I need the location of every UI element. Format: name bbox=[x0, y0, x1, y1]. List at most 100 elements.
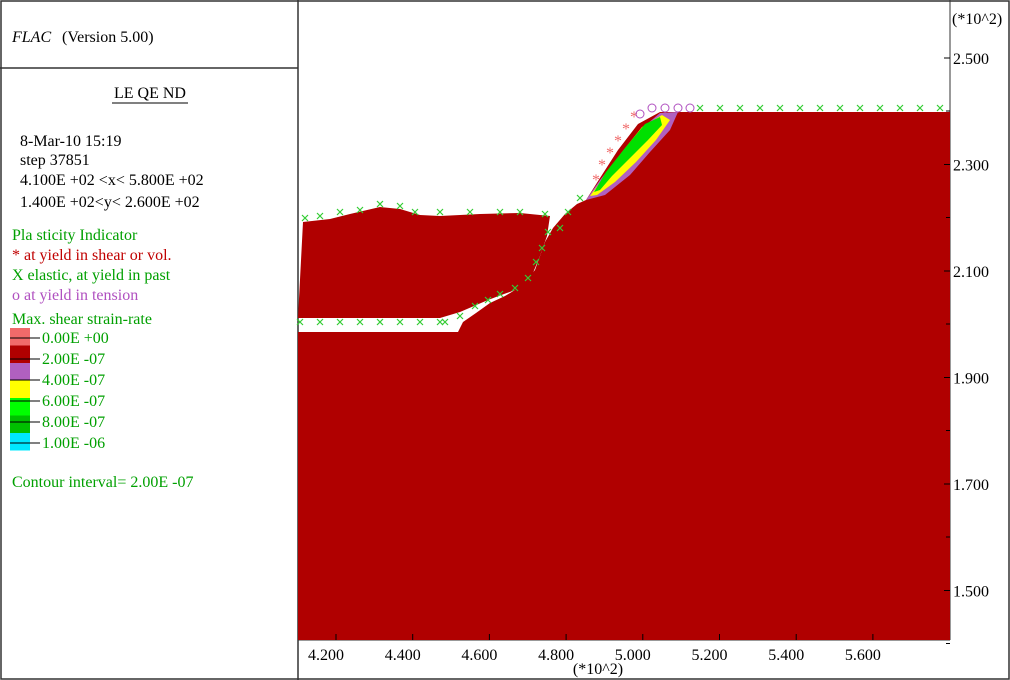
shear-marker: * bbox=[630, 109, 638, 126]
elastic-marker bbox=[336, 318, 344, 326]
plasticity-item: X elastic, at yield in past bbox=[12, 267, 171, 284]
elastic-marker bbox=[396, 318, 404, 326]
elastic-marker bbox=[411, 208, 419, 216]
date: 8-Mar-10 15:19 bbox=[20, 133, 121, 150]
tension-marker bbox=[660, 103, 670, 113]
level-label: 0.00E +00 bbox=[42, 330, 109, 347]
elastic-marker bbox=[876, 104, 884, 112]
lower-body bbox=[298, 112, 950, 640]
model-body bbox=[298, 112, 950, 640]
y-tick-label: 2.500 bbox=[953, 51, 989, 68]
swatch bbox=[10, 380, 30, 398]
yield-markers: ****** bbox=[296, 103, 944, 326]
shear-marker: * bbox=[614, 133, 622, 150]
legend-swatches: 0.00E +00 2.00E -07 4.00E -07 6.00E -07 8.00… bbox=[10, 328, 109, 452]
elastic-marker bbox=[516, 208, 524, 216]
elastic-marker bbox=[316, 212, 324, 220]
elastic-marker bbox=[301, 214, 309, 222]
elastic-marker bbox=[436, 208, 444, 216]
elastic-marker bbox=[484, 296, 492, 304]
elastic-marker bbox=[511, 284, 519, 292]
swatch bbox=[10, 398, 30, 416]
elastic-marker bbox=[696, 104, 704, 112]
elastic-marker bbox=[436, 318, 444, 326]
elastic-marker bbox=[716, 104, 724, 112]
elastic-marker bbox=[576, 194, 584, 202]
elastic-marker bbox=[471, 302, 479, 310]
y-tick-label: 1.500 bbox=[953, 584, 989, 601]
x-tick-label: 5.200 bbox=[692, 647, 728, 664]
elastic-marker bbox=[736, 104, 744, 112]
elastic-marker bbox=[856, 104, 864, 112]
tension-marker bbox=[647, 103, 657, 113]
shear-marker: * bbox=[598, 157, 606, 174]
y-tick-label: 1.900 bbox=[953, 371, 989, 388]
elastic-marker bbox=[376, 200, 384, 208]
swatch bbox=[10, 328, 30, 346]
legend-heading: LE QE ND bbox=[114, 85, 186, 102]
program-version: (Version 5.00) bbox=[62, 29, 154, 46]
elastic-marker bbox=[564, 208, 572, 216]
swatch bbox=[10, 345, 30, 363]
x-tick-label: 5.600 bbox=[845, 647, 881, 664]
shear-marker: * bbox=[592, 172, 600, 189]
x-tick-label: 5.000 bbox=[615, 647, 651, 664]
elastic-marker bbox=[356, 318, 364, 326]
x-tick-label: 5.400 bbox=[768, 647, 804, 664]
elastic-marker bbox=[541, 210, 549, 218]
elastic-marker bbox=[756, 104, 764, 112]
level-label: 2.00E -07 bbox=[42, 351, 105, 368]
shear-marker: * bbox=[622, 121, 630, 138]
plasticity-item: * at yield in shear or vol. bbox=[12, 247, 172, 264]
x-tick-label: 4.400 bbox=[385, 647, 421, 664]
elastic-marker bbox=[296, 318, 304, 326]
elastic-marker bbox=[916, 104, 924, 112]
elastic-marker bbox=[836, 104, 844, 112]
y-tick-label: 1.700 bbox=[953, 477, 989, 494]
program-name: FLAC bbox=[11, 29, 51, 46]
elastic-marker bbox=[356, 206, 364, 214]
elastic-marker bbox=[796, 104, 804, 112]
elastic-marker bbox=[776, 104, 784, 112]
x-multiplier: (*10^2) bbox=[573, 661, 623, 678]
elastic-marker bbox=[456, 312, 464, 320]
level-label: 6.00E -07 bbox=[42, 393, 105, 410]
upper-block bbox=[298, 207, 550, 318]
elastic-marker bbox=[336, 208, 344, 216]
y-multiplier: (*10^2) bbox=[952, 11, 1002, 28]
tension-marker bbox=[635, 109, 645, 119]
elastic-marker bbox=[816, 104, 824, 112]
elastic-marker bbox=[496, 208, 504, 216]
elastic-marker bbox=[396, 202, 404, 210]
elastic-marker bbox=[556, 224, 564, 232]
elastic-marker bbox=[532, 258, 540, 266]
swatch bbox=[10, 415, 30, 433]
level-label: 4.00E -07 bbox=[42, 372, 105, 389]
elastic-marker bbox=[316, 318, 324, 326]
plasticity-title: Pla sticity Indicator bbox=[12, 227, 138, 244]
contour-interval: Contour interval= 2.00E -07 bbox=[12, 474, 193, 491]
x-tick-label: 4.600 bbox=[461, 647, 497, 664]
plasticity-item: o at yield in tension bbox=[12, 287, 138, 304]
elastic-marker bbox=[524, 274, 532, 282]
level-label: 8.00E -07 bbox=[42, 414, 105, 431]
y-tick-label: 2.100 bbox=[953, 264, 989, 281]
elastic-marker bbox=[496, 290, 504, 298]
level-label: 1.00E -06 bbox=[42, 435, 105, 452]
x-tick-label: 4.200 bbox=[308, 647, 344, 664]
x-tick-label: 4.800 bbox=[538, 647, 574, 664]
axis-ticks: 2.500 2.300 2.100 1.900 1.700 1.500 4.200 4.400… bbox=[308, 51, 989, 664]
elastic-marker bbox=[538, 244, 546, 252]
elastic-marker bbox=[544, 228, 552, 236]
x-range: 4.100E +02 <x< 5.800E +02 bbox=[20, 172, 204, 189]
shear-marker: * bbox=[606, 145, 614, 162]
elastic-marker bbox=[936, 104, 944, 112]
strain-title: Max. shear strain-rate bbox=[12, 311, 152, 328]
step: step 37851 bbox=[20, 152, 90, 169]
elastic-marker bbox=[896, 104, 904, 112]
elastic-marker bbox=[466, 208, 474, 216]
elastic-marker bbox=[441, 318, 449, 326]
band-green bbox=[594, 117, 662, 192]
tension-marker bbox=[685, 103, 695, 113]
